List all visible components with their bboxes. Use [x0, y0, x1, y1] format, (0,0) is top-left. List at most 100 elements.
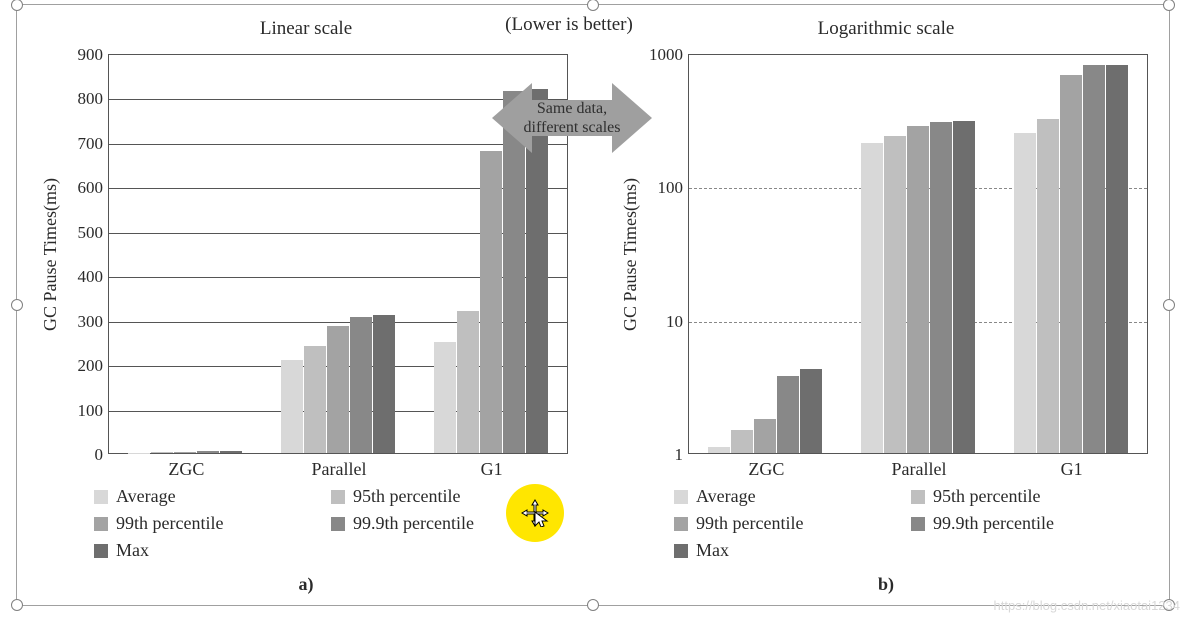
- bar: [1106, 65, 1128, 454]
- legend-swatch: [674, 517, 688, 531]
- linear-chart-panel: Linear scale GC Pause Times(ms) 01002003…: [36, 18, 576, 588]
- move-cursor-icon: [521, 499, 549, 527]
- bar-group: [708, 369, 822, 453]
- log-chart-title: Logarithmic scale: [616, 18, 1156, 40]
- legend-swatch: [331, 490, 345, 504]
- bar: [373, 315, 395, 453]
- bars-area: [109, 55, 567, 453]
- bar: [526, 89, 548, 453]
- bar: [907, 126, 929, 453]
- y-tick-label: 700: [78, 134, 110, 154]
- bar: [1083, 65, 1105, 453]
- y-tick-label: 0: [95, 445, 110, 465]
- charts-row: Linear scale GC Pause Times(ms) 01002003…: [36, 18, 1156, 588]
- bars-area: [689, 55, 1147, 453]
- legend-label: Average: [116, 486, 176, 507]
- bar: [327, 326, 349, 453]
- resize-handle-top-right[interactable]: [1163, 0, 1175, 11]
- bar: [197, 451, 219, 453]
- bar: [480, 151, 502, 453]
- log-panel-letter: b): [616, 574, 1156, 595]
- bar: [708, 447, 730, 453]
- cursor-highlight: [506, 484, 564, 542]
- linear-y-axis-label: GC Pause Times(ms): [40, 54, 62, 454]
- y-tick-label: 200: [78, 356, 110, 376]
- log-y-axis-label: GC Pause Times(ms): [620, 54, 642, 454]
- bar: [1014, 133, 1036, 453]
- legend-item: 99th percentile: [674, 513, 911, 534]
- x-tick-label: ZGC: [748, 459, 784, 480]
- resize-handle-bottom-left[interactable]: [11, 599, 23, 611]
- linear-panel-letter: a): [36, 574, 576, 595]
- legend-label: Max: [696, 540, 729, 561]
- legend-item: 99.9th percentile: [911, 513, 1148, 534]
- legend-label: 99th percentile: [696, 513, 803, 534]
- log-plot-area: 1101001000ZGCParallelG1: [688, 54, 1148, 454]
- linear-legend: Average95th percentile99th percentile99.…: [94, 486, 568, 561]
- legend-swatch: [911, 490, 925, 504]
- resize-handle-bottom-middle[interactable]: [587, 599, 599, 611]
- legend-swatch: [331, 517, 345, 531]
- x-tick-label: ZGC: [168, 459, 204, 480]
- bar: [281, 360, 303, 453]
- resize-handle-top-left[interactable]: [11, 0, 23, 11]
- bar-group: [861, 121, 975, 453]
- legend-item: Max: [94, 540, 331, 561]
- bar: [884, 136, 906, 453]
- bar-group: [281, 315, 395, 453]
- bar: [174, 452, 196, 453]
- log-legend: Average 95th percentile 99th percentile 99.…: [674, 486, 1148, 561]
- y-tick-label: 900: [78, 45, 110, 65]
- bar: [220, 451, 242, 453]
- y-tick-label: 500: [78, 223, 110, 243]
- x-tick-label: Parallel: [311, 459, 366, 480]
- linear-plot-area: 0100200300400500600700800900ZGCParallelG…: [108, 54, 568, 454]
- bar: [434, 342, 456, 453]
- resize-handle-middle-left[interactable]: [11, 299, 23, 311]
- legend-swatch: [674, 490, 688, 504]
- bar-group: [434, 89, 548, 453]
- y-tick-label: 1: [675, 445, 690, 465]
- legend-item: Average: [674, 486, 911, 507]
- legend-swatch: [911, 517, 925, 531]
- legend-swatch: [674, 544, 688, 558]
- legend-item: Max: [674, 540, 911, 561]
- x-tick-label: G1: [481, 459, 503, 480]
- bar: [457, 311, 479, 453]
- y-tick-label: 600: [78, 178, 110, 198]
- log-chart-panel: Logarithmic scale GC Pause Times(ms) 110…: [616, 18, 1156, 588]
- bar-group: [128, 451, 242, 453]
- y-tick-label: 400: [78, 267, 110, 287]
- y-tick-label: 100: [78, 401, 110, 421]
- resize-handle-middle-right[interactable]: [1163, 299, 1175, 311]
- bar: [861, 143, 883, 453]
- bar: [953, 121, 975, 453]
- bar: [1060, 75, 1082, 453]
- bar: [151, 452, 173, 453]
- y-tick-label: 100: [658, 178, 690, 198]
- bar: [304, 346, 326, 453]
- y-tick-label: 1000: [649, 45, 689, 65]
- bar: [1037, 119, 1059, 453]
- legend-label: 99th percentile: [116, 513, 223, 534]
- legend-swatch: [94, 517, 108, 531]
- resize-handle-top-middle[interactable]: [587, 0, 599, 11]
- legend-label: Average: [696, 486, 756, 507]
- bar: [350, 317, 372, 453]
- linear-chart-title: Linear scale: [36, 18, 576, 40]
- bar-group: [1014, 65, 1128, 454]
- legend-swatch: [94, 544, 108, 558]
- legend-label: 99.9th percentile: [933, 513, 1054, 534]
- bar: [754, 419, 776, 453]
- legend-item: 99th percentile: [94, 513, 331, 534]
- legend-label: 95th percentile: [353, 486, 460, 507]
- y-tick-label: 10: [666, 312, 689, 332]
- watermark: https://blog.csdn.net/xiaotai1234: [994, 598, 1180, 613]
- bar: [930, 122, 952, 453]
- bar: [777, 376, 799, 453]
- y-tick-label: 300: [78, 312, 110, 332]
- bar: [731, 430, 753, 453]
- bar: [503, 91, 525, 453]
- legend-label: 95th percentile: [933, 486, 1040, 507]
- y-tick-label: 800: [78, 89, 110, 109]
